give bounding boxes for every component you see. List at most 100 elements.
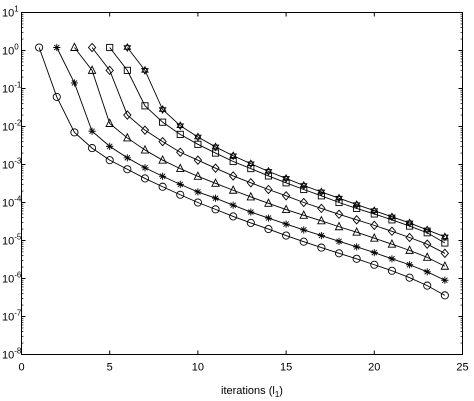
- hexagram-marker: [264, 169, 273, 176]
- circle-marker: [317, 243, 326, 252]
- diamond-marker: [405, 232, 414, 243]
- series-line: [91, 47, 446, 254]
- triangle-marker: [317, 215, 326, 225]
- hexagram-marker: [123, 42, 132, 50]
- square-marker: [353, 204, 361, 212]
- plot-frame: [21, 12, 463, 355]
- y-tick-label: 10-3: [2, 157, 22, 172]
- x-tick-label: 0: [18, 362, 24, 374]
- triangle-marker: [105, 118, 115, 127]
- triangle-marker: [369, 232, 379, 242]
- hexagram-marker: [317, 189, 326, 197]
- y-tick-exponent: -1: [14, 81, 22, 90]
- x-tick-label: 20: [368, 362, 380, 374]
- hexagram-marker: [370, 206, 379, 213]
- y-tick-exponent: -2: [14, 119, 22, 128]
- triangle-marker: [246, 191, 256, 201]
- circle-marker: [229, 212, 238, 221]
- circle-marker: [264, 225, 273, 234]
- y-tick-base: 10: [2, 274, 14, 286]
- hexagram-marker: [141, 68, 149, 75]
- diamond-marker: [423, 239, 432, 249]
- triangle-marker: [158, 154, 167, 164]
- hexagram-marker: [423, 225, 432, 233]
- diamond-marker: [193, 155, 203, 165]
- y-tick-label: 101: [2, 5, 19, 20]
- asterisk-marker: [441, 276, 449, 284]
- y-tick-base: 10: [2, 122, 14, 134]
- circle-marker: [158, 182, 167, 191]
- hexagram-marker: [123, 45, 132, 52]
- triangle-marker: [123, 132, 132, 142]
- square-marker: [282, 179, 290, 187]
- asterisk-marker: [123, 154, 131, 162]
- hexagram-marker: [370, 208, 379, 216]
- y-tick-base: 10: [2, 350, 14, 362]
- triangle-marker: [387, 238, 397, 248]
- y-tick-exponent: -4: [14, 195, 22, 204]
- diamond-marker: [317, 203, 326, 214]
- circle-marker: [211, 205, 220, 214]
- hexagram-marker: [246, 159, 255, 166]
- y-tick-base: 10: [2, 198, 14, 210]
- asterisk-marker: [211, 194, 220, 202]
- y-tick-base: 10: [2, 46, 14, 58]
- y-tick-label: 10-7: [2, 309, 22, 324]
- asterisk-marker: [159, 172, 167, 180]
- triangle-marker: [440, 261, 450, 270]
- ticks: 0 5 10 15 20 2510110010-110-210-310-410-510-6…: [2, 5, 469, 374]
- y-tick-exponent: -3: [14, 157, 22, 166]
- series-line: [126, 47, 446, 238]
- circle-marker: [246, 218, 255, 227]
- circle-marker: [282, 231, 291, 240]
- hexagram-marker: [405, 218, 414, 226]
- y-tick-label: 10-5: [2, 233, 22, 248]
- hexagram-marker: [229, 151, 238, 158]
- circle-marker: [88, 144, 97, 153]
- hexagram-marker: [194, 132, 202, 140]
- asterisk-marker: [300, 226, 308, 234]
- diamond-marker: [264, 184, 273, 195]
- circle-marker: [387, 266, 396, 275]
- diamond-marker: [299, 197, 308, 208]
- x-axis-title: iterations (l1): [221, 385, 283, 399]
- hexagram-marker: [299, 181, 308, 188]
- hexagram-marker: [388, 214, 396, 222]
- asterisk-marker: [282, 220, 290, 228]
- circle-marker: [140, 174, 150, 183]
- square-marker: [123, 66, 131, 74]
- y-tick-exponent: -5: [14, 233, 22, 242]
- y-tick-label: 10-2: [2, 119, 22, 134]
- hexagram-marker: [282, 173, 290, 181]
- y-tick-label: 100: [2, 43, 19, 58]
- asterisk-marker: [53, 43, 61, 52]
- series-diamond: [87, 42, 450, 259]
- circle-marker: [35, 43, 44, 52]
- square-marker: [300, 185, 308, 194]
- x-axis-title-close: ): [279, 385, 283, 397]
- hexagram-marker: [176, 121, 185, 128]
- diamond-marker: [176, 147, 185, 158]
- diamond-marker: [246, 178, 256, 188]
- y-tick-base: 10: [2, 160, 14, 172]
- square-marker: [335, 198, 343, 207]
- circle-marker: [70, 128, 79, 137]
- circle-marker: [440, 291, 449, 300]
- series-triangle: [70, 42, 450, 270]
- triangle-marker: [299, 210, 309, 219]
- circle-marker: [423, 281, 432, 290]
- square-marker: [141, 102, 149, 110]
- asterisk-marker: [229, 201, 237, 209]
- triangle-marker: [405, 245, 414, 254]
- y-tick-exponent: -6: [14, 271, 22, 280]
- x-axis-title-subscript: 1: [275, 390, 280, 399]
- y-tick-label: 10-6: [2, 271, 22, 286]
- diamond-marker: [440, 248, 450, 259]
- circle-marker: [52, 92, 61, 101]
- hexagram-marker: [440, 234, 449, 242]
- triangle-marker: [211, 178, 220, 187]
- hexagram-marker: [282, 176, 290, 183]
- triangle-marker: [87, 65, 97, 74]
- asterisk-marker: [264, 214, 273, 222]
